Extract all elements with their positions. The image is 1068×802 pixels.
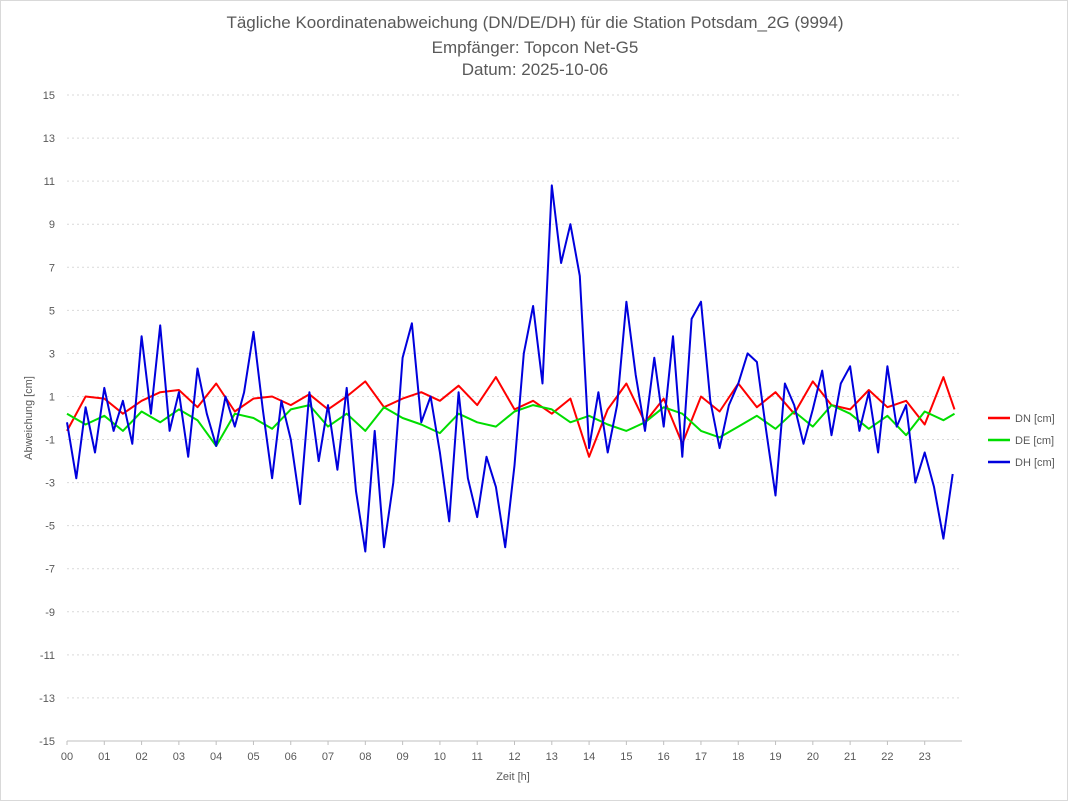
x-tick-label: 19 <box>769 751 781 763</box>
series-line-dn <box>66 376 956 458</box>
y-axis-label: Abweichung [cm] <box>23 376 35 460</box>
y-tick-label: 3 <box>49 348 55 360</box>
x-tick-label: 21 <box>844 751 856 763</box>
legend-label-dh: DH [cm] <box>1015 457 1055 469</box>
x-axis-ticks: 00 01 02 03 04 05 06 07 08 09 10 11 12 13 14 15 16 17 18 19… <box>61 741 931 763</box>
x-tick-label: 18 <box>732 751 744 763</box>
x-tick-label: 05 <box>247 751 259 763</box>
x-tick-label: 06 <box>285 751 297 763</box>
y-tick-label: 15 <box>43 90 55 102</box>
y-tick-label: -3 <box>45 478 55 490</box>
y-tick-label: -7 <box>45 564 55 576</box>
series-line-dh <box>66 184 954 553</box>
x-tick-label: 17 <box>695 751 707 763</box>
x-tick-label: 04 <box>210 751 222 763</box>
y-tick-label: -5 <box>45 521 55 533</box>
x-tick-label: 14 <box>583 751 595 763</box>
legend: DN [cm] DE [cm] DH [cm] <box>988 413 1055 469</box>
x-tick-label: 13 <box>546 751 558 763</box>
x-tick-label: 07 <box>322 751 334 763</box>
y-tick-label: -9 <box>45 607 55 619</box>
x-tick-label: 22 <box>881 751 893 763</box>
y-tick-label: 9 <box>49 219 55 231</box>
x-tick-label: 23 <box>919 751 931 763</box>
x-tick-label: 02 <box>135 751 147 763</box>
x-tick-label: 12 <box>508 751 520 763</box>
y-tick-label: -13 <box>39 693 55 705</box>
y-axis-ticks: 15 13 11 9 7 5 3 1 -1 -3 -5 -7 -9 -11 -13 -15 <box>39 90 55 748</box>
series-line-de <box>66 404 956 447</box>
x-tick-label: 11 <box>471 751 482 763</box>
y-tick-label: -1 <box>45 435 55 447</box>
grid-lines <box>67 94 962 699</box>
y-tick-label: 13 <box>43 133 55 145</box>
chart-title: Tägliche Koordinatenabweichung (DN/DE/DH… <box>226 13 843 32</box>
x-tick-label: 08 <box>359 751 371 763</box>
y-tick-label: -11 <box>40 650 55 662</box>
y-tick-label: 1 <box>49 391 55 403</box>
legend-label-de: DE [cm] <box>1015 435 1054 447</box>
x-tick-label: 20 <box>807 751 819 763</box>
chart-date: Datum: 2025-10-06 <box>462 60 608 79</box>
x-axis-label: Zeit [h] <box>496 771 530 783</box>
y-tick-label: 5 <box>49 305 55 317</box>
y-tick-label: -15 <box>39 736 55 748</box>
chart-subtitle: Empfänger: Topcon Net-G5 <box>432 38 639 57</box>
x-tick-label: 09 <box>397 751 409 763</box>
x-tick-label: 03 <box>173 751 185 763</box>
series-lines <box>66 184 956 553</box>
y-tick-label: 7 <box>49 262 55 274</box>
x-tick-label: 16 <box>658 751 670 763</box>
y-tick-label: 11 <box>44 176 55 188</box>
x-tick-label: 10 <box>434 751 446 763</box>
legend-label-dn: DN [cm] <box>1015 413 1055 425</box>
x-tick-label: 01 <box>98 751 110 763</box>
x-tick-label: 15 <box>620 751 632 763</box>
x-tick-label: 00 <box>61 751 73 763</box>
